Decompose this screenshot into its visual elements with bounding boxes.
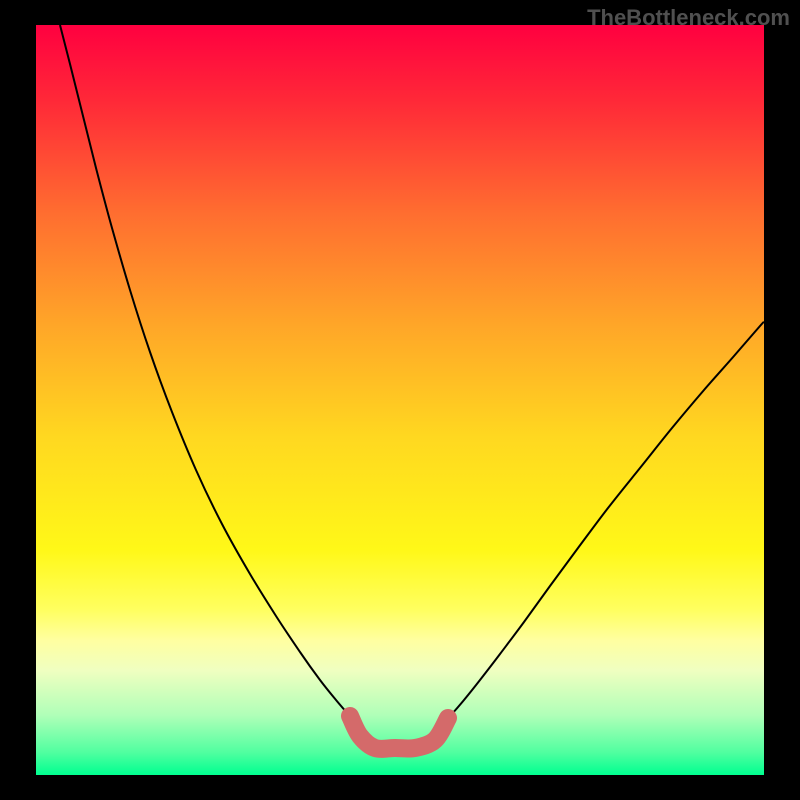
attribution-watermark: TheBottleneck.com [587,5,790,31]
bottleneck-chart [0,0,800,800]
chart-container: TheBottleneck.com [0,0,800,800]
